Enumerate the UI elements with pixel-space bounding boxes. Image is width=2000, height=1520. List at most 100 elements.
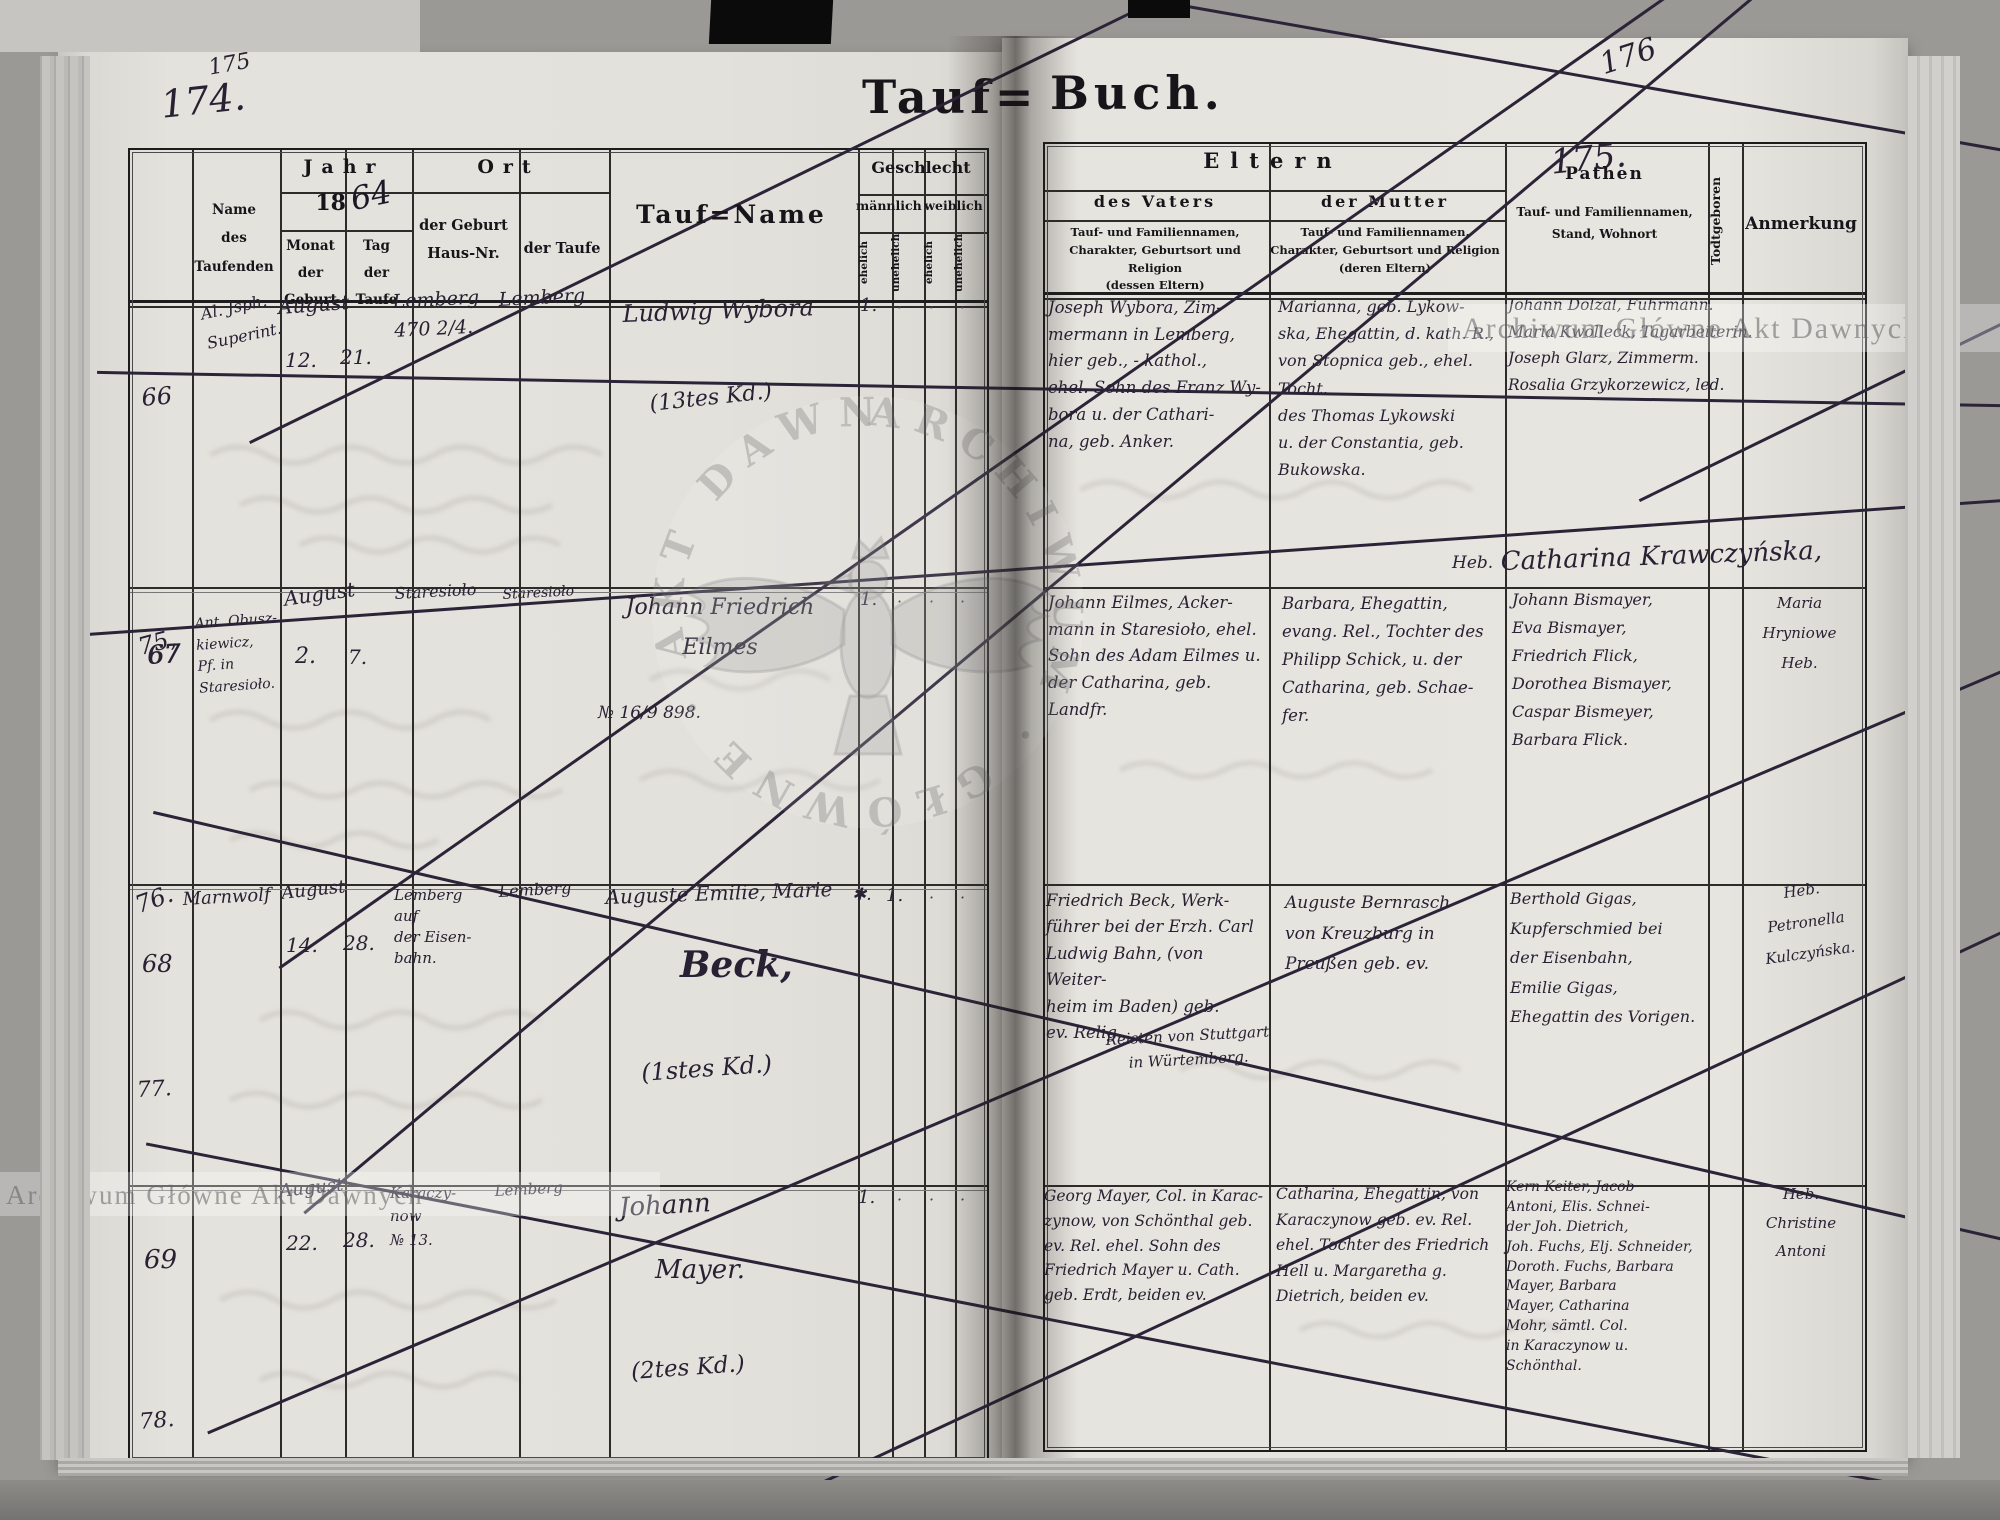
row-divider	[130, 587, 987, 589]
father-details: Friedrich Beck, Werk- führer bei der Erz…	[1046, 891, 1254, 1042]
baptism-day: 21.	[340, 345, 372, 369]
column-header-taufname: Tauf=Name	[636, 200, 827, 229]
sex-mark-corrected: ✱.	[852, 885, 872, 905]
birth-day: 14.	[286, 933, 318, 957]
column-header-mutter: der Mutter	[1320, 192, 1450, 211]
birth-place: Lemberg auf der Eisen- bahn.	[394, 886, 472, 967]
column-header-ort: Ort	[477, 156, 540, 178]
column-header-monat: Monat der Geburt	[284, 238, 337, 308]
column-header-pathen: Pathen	[1565, 164, 1644, 184]
header-line	[280, 230, 412, 232]
sex-mark-dot: ·	[897, 1190, 903, 1209]
page-stack-left-edge	[40, 56, 90, 1460]
row-divider	[130, 884, 987, 886]
right-page	[1002, 38, 1908, 1458]
taufender-name: Ant. Obusz- kiewicz, Pf. in Staresioło.	[194, 610, 278, 697]
baptism-day: 28.	[343, 931, 375, 955]
black-tape-top	[708, 0, 834, 44]
mother-details: Auguste Bernrasch von Kreuzburg in Preuß…	[1285, 893, 1451, 975]
column-line	[192, 150, 194, 1460]
birth-day: 2.	[295, 644, 316, 669]
baptism-name-big: Mayer.	[655, 1255, 746, 1285]
sex-mark-dot: ·	[897, 590, 902, 615]
birth-day: 12.	[285, 348, 317, 372]
mother-details: Catharina, Ehegattin, von Karaczynow geb…	[1276, 1185, 1490, 1306]
birth-place: Staresioło	[394, 579, 477, 603]
column-line	[858, 150, 860, 1460]
column-header-ehelich-m: ehelich	[858, 241, 870, 285]
taufender-name: Marnwolf	[182, 884, 272, 910]
annotation: Heb. Petronella Kulczyńska.	[1764, 879, 1857, 969]
sex-mark-male-legit: 1.	[860, 586, 877, 614]
row-divider	[130, 889, 987, 890]
watermark-text-right: Archiwum Główne Akt Dawnych	[1462, 312, 1921, 345]
baptism-place: Lemberg	[498, 284, 586, 311]
sex-mark-male-legit: 1.	[860, 295, 878, 316]
baptism-day: 7.	[348, 645, 368, 669]
column-line	[280, 150, 282, 1460]
baptism-day: 28.	[343, 1228, 375, 1252]
entry-number: 67	[146, 639, 181, 671]
column-header-ort-geburt: der Geburt Haus-Nr.	[419, 217, 508, 262]
column-header-name: Name des Taufenden	[194, 202, 274, 275]
birth-day: 22.	[286, 1231, 318, 1255]
column-line	[1269, 144, 1271, 1450]
birth-month: August	[277, 290, 351, 319]
header-line	[858, 194, 987, 196]
column-header-jahr: Jahr	[303, 156, 385, 178]
sex-mark-female-legit: 1.	[886, 885, 904, 906]
bottom-page-edges	[58, 1458, 1908, 1476]
sex-mark-dot: ·	[929, 1190, 935, 1209]
baptism-place: Lemberg	[498, 878, 572, 901]
baptism-name-note: № 16/9 898.	[598, 703, 701, 723]
annotation: Maria Hryniowe Heb.	[1762, 594, 1837, 672]
column-subheader-vater: Tauf- und Familiennamen, Charakter, Gebu…	[1069, 225, 1241, 293]
top-left-torn-paper	[0, 0, 420, 52]
godparents: Kern Keiter, Jacob Antoni, Elis. Schnei-…	[1506, 1179, 1693, 1374]
baptism-name: Ludwig Wybora	[622, 293, 815, 328]
sex-mark-dot: ·	[897, 298, 903, 317]
baptism-place: Staresioło	[502, 583, 575, 603]
sex-mark-dot: ·	[929, 888, 935, 907]
year-printed: 18	[315, 190, 346, 216]
book-gutter-shadow	[948, 36, 1078, 1464]
row-divider	[1045, 587, 1865, 589]
annotation: Heb. Christine Antoni	[1765, 1185, 1837, 1260]
column-header-vater: des Vaters	[1093, 192, 1217, 211]
sex-mark-male-legit: 1.	[858, 1187, 876, 1208]
column-header-unehelich-m: unehelich	[890, 233, 902, 293]
midwife-label: Heb.	[1452, 553, 1494, 573]
column-line	[1505, 144, 1507, 1450]
sex-mark-dot: ·	[929, 590, 934, 615]
entry-number: 66	[140, 381, 174, 412]
row-divider	[130, 1190, 987, 1191]
column-header-tag: Tag der Taufe	[355, 238, 398, 308]
godparents: Johann Bismayer, Eva Bismayer, Friedrich…	[1512, 590, 1672, 749]
entry-number: 68	[142, 950, 173, 978]
row-divider	[1045, 884, 1865, 886]
page-stack-right-edge	[1905, 56, 1960, 1458]
column-header-eltern: Eltern	[1203, 148, 1343, 173]
header-line	[1045, 190, 1505, 192]
godparents: Berthold Gigas, Kupferschmied bei der Ei…	[1510, 889, 1696, 1027]
column-header-maennlich: männlich	[856, 198, 922, 213]
column-line	[1742, 144, 1744, 1450]
column-line	[924, 150, 926, 1460]
book-title-right: Buch.	[1050, 66, 1225, 120]
column-line	[345, 150, 347, 1460]
header-bottom-line	[130, 300, 987, 303]
entry-number: 69	[144, 1245, 178, 1275]
baptism-name: Johann Friedrich Eilmes	[600, 588, 840, 667]
row-divider	[130, 592, 987, 593]
column-line	[519, 150, 521, 1460]
column-header-geschlecht: Geschlecht	[871, 158, 971, 177]
header-line	[858, 232, 987, 234]
father-details-note: Reisten von Stuttgart in Würtemberg.	[1105, 1022, 1270, 1072]
birth-place: Lemberg 470 2/4.	[392, 286, 480, 342]
watermark-band-left	[0, 1172, 660, 1216]
header-bottom-line2	[130, 306, 987, 308]
sex-mark-dot: ·	[929, 298, 935, 317]
header-line	[1045, 220, 1505, 222]
header-line	[280, 192, 609, 194]
